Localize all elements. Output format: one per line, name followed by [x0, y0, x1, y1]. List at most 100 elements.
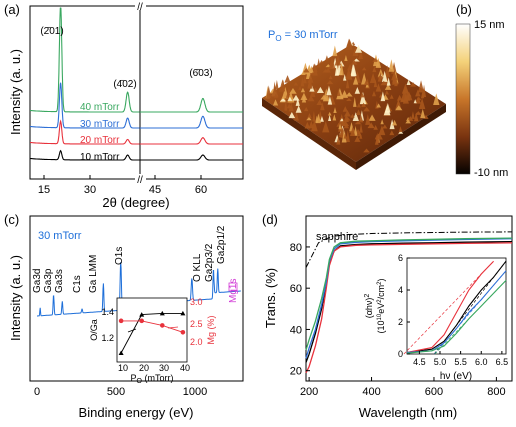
afm-spike — [343, 132, 347, 139]
d-inset-ylabel-top-main: (αhν) — [364, 298, 374, 319]
c-inset-yr-25: 2.5 — [190, 319, 203, 329]
afm-spike — [411, 111, 415, 119]
afm-spike — [399, 98, 406, 103]
afm-spike — [336, 88, 344, 100]
afm-spike — [334, 63, 339, 76]
afm-spike — [275, 79, 279, 90]
afm-spike — [343, 113, 349, 122]
xrd-curve-left-40-mTorr — [30, 7, 140, 113]
c-inset-ylabel-left: O/Ga — [89, 319, 99, 341]
afm-spike — [418, 97, 426, 109]
afm-spike — [377, 68, 384, 77]
a-xtick-label-15: 15 — [38, 184, 50, 196]
afm-spike — [304, 121, 311, 129]
peak-ga-lmm: Ga LMM — [88, 255, 99, 293]
afm-spike — [401, 83, 409, 94]
afm-spike — [322, 120, 330, 133]
afm-spike — [295, 105, 302, 113]
afm-spike — [350, 113, 355, 118]
afm-spike — [336, 136, 341, 145]
afm-spike — [382, 124, 388, 129]
panel-a-tag: (a) — [4, 2, 20, 17]
mg1s-marker — [228, 282, 238, 292]
trans-curve-40-mTorr — [305, 237, 513, 351]
afm-spike — [353, 125, 358, 136]
c-inset-yr-20: 2.0 — [190, 337, 203, 347]
afm-spike — [326, 85, 332, 96]
panel-a-curves — [30, 7, 243, 161]
afm-spike — [379, 72, 383, 79]
d-ytick-label-40: 40 — [290, 324, 302, 336]
afm-spike — [354, 120, 362, 125]
trans-curve-sapphire — [305, 231, 513, 268]
colorbar-max: 15 nm — [474, 19, 505, 31]
afm-spike — [389, 119, 395, 130]
afm-spike — [410, 82, 417, 87]
afm-spike — [292, 94, 300, 101]
panel-a-xticks — [43, 175, 202, 179]
panel-c-xlabel: Binding energy (eV) — [79, 405, 194, 420]
tauc-fit-20-mTorr — [403, 260, 494, 355]
afm-spike — [288, 111, 296, 119]
colorbar — [455, 23, 471, 175]
peak-label-201: (2̄01) — [40, 26, 63, 37]
afm-spike — [346, 98, 352, 102]
afm-spike — [361, 67, 367, 71]
afm-spike — [359, 93, 365, 98]
afm-spike — [289, 87, 297, 94]
panel-a-frame-right — [139, 5, 244, 180]
afm-spike — [341, 119, 345, 124]
xrd-curve-right-40-mTorr — [140, 97, 243, 113]
peak-ga3s: Ga3s — [54, 269, 65, 293]
afm-spike — [405, 119, 412, 124]
afm-spike — [359, 91, 367, 105]
xrd-curve-left-10-mTorr — [30, 149, 140, 161]
afm-spike — [272, 99, 279, 106]
d-inset-ticks: 4.5 5.0 5.5 6.0 6.5 0 2 4 6 — [398, 253, 508, 367]
panel-d-xlabel: Wavelength (nm) — [359, 405, 458, 420]
afm-spike — [345, 92, 353, 97]
afm-peaks — [265, 38, 440, 153]
d-inset-ytick-label-0: 0 — [398, 349, 403, 359]
panel-d-ylabel: Trans. (%) — [263, 268, 278, 328]
pressure-label-p: P — [268, 29, 275, 41]
d-inset-xlabel: hν (eV) — [440, 371, 472, 382]
afm-spike — [300, 76, 305, 87]
peak-ga3p: Ga3p — [43, 268, 54, 293]
d-ytick-label-20: 20 — [290, 366, 302, 378]
afm-spike — [361, 102, 366, 107]
d-inset-xtick-label-5.0: 5.0 — [434, 357, 447, 367]
afm-spike — [300, 87, 306, 93]
afm-spike — [359, 134, 363, 139]
afm-spike — [422, 84, 427, 97]
panel-c: (c) 30 mTorr Ga3d Ga3p Ga3s C1s Ga LMM O… — [4, 212, 244, 420]
afm-side-right — [356, 104, 446, 170]
afm-spike — [413, 99, 417, 104]
series-label-10: 10 mTorr — [80, 152, 120, 163]
c-xtick-0: 0 — [34, 386, 40, 398]
afm-spike — [386, 77, 391, 86]
afm-spike — [415, 111, 422, 115]
afm-spike — [417, 80, 425, 93]
afm-spike — [311, 119, 318, 132]
d-inset-ytick-label-4: 4 — [398, 285, 403, 295]
series-label-30: 30 mTorr — [80, 119, 120, 130]
afm-spike — [373, 124, 378, 130]
afm-spike — [328, 56, 336, 70]
afm-spike — [353, 58, 360, 62]
afm-spike — [371, 90, 377, 97]
c-inset-point-mg-3 — [180, 329, 186, 335]
afm-spike — [381, 70, 388, 82]
afm-spike — [389, 94, 394, 99]
afm-spike — [352, 112, 359, 121]
afm-spike — [306, 117, 312, 121]
series-label-20: 20 mTorr — [80, 135, 120, 146]
afm-spike — [308, 120, 315, 129]
afm-spike — [363, 106, 371, 112]
afm-spike — [354, 86, 361, 94]
c-inset-yl-14: 1.4 — [101, 307, 114, 317]
afm-spike — [415, 89, 421, 97]
c-inset-arrow-right — [167, 326, 179, 329]
d-inset-ytick-label-2: 2 — [398, 317, 403, 327]
